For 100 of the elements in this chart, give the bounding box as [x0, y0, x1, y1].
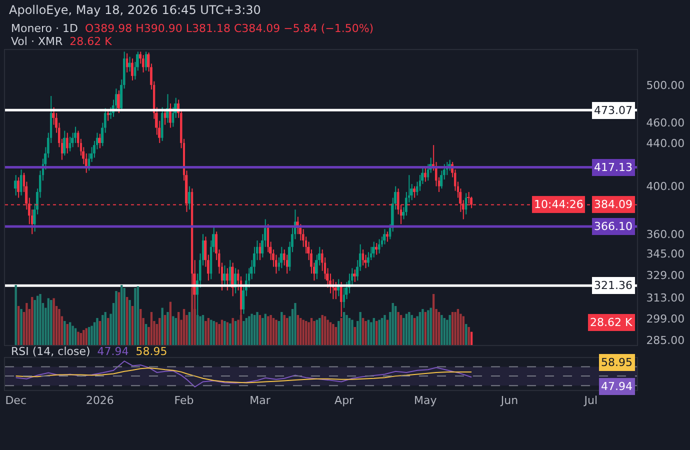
bar [172, 316, 174, 345]
x-tick-label: Apr [334, 394, 354, 408]
bar [191, 288, 194, 345]
bar [69, 322, 72, 345]
bar [115, 291, 118, 345]
bar [326, 320, 329, 345]
bar [316, 320, 318, 345]
bar [280, 312, 283, 345]
ref-line-label: 321.36 [594, 279, 632, 292]
y-tick-label: 440.00 [646, 136, 685, 150]
bar [118, 292, 120, 345]
bar [451, 312, 454, 345]
ref-line-label: 384.09 [594, 198, 632, 211]
bar [212, 321, 215, 345]
bar [448, 315, 451, 345]
bar [302, 320, 304, 345]
bar [204, 321, 207, 345]
bar [413, 318, 416, 345]
bar [332, 324, 334, 345]
bar [77, 332, 80, 345]
bar [262, 318, 264, 345]
bar [47, 298, 50, 345]
bar [34, 300, 36, 345]
bar [258, 315, 262, 345]
bar [400, 315, 402, 345]
bar [150, 312, 153, 345]
bar [372, 318, 375, 345]
y-tick-label: 285.00 [646, 334, 685, 348]
bar [418, 312, 422, 345]
bar [104, 312, 106, 345]
bar [134, 288, 136, 345]
bar [338, 321, 340, 345]
bar [405, 314, 408, 345]
annotation: 47.94 [601, 380, 632, 393]
chart-title: Vol · XMR [11, 35, 63, 48]
bar [169, 302, 172, 345]
bar [370, 322, 372, 345]
bar [359, 312, 362, 345]
annotation: 58.95 [601, 356, 632, 369]
bar [305, 321, 308, 345]
bar [402, 318, 405, 345]
bar [136, 286, 139, 345]
bar [98, 321, 102, 345]
bar [321, 315, 324, 345]
annotation: 28.62 K [590, 316, 633, 329]
bar [199, 316, 202, 345]
bar [313, 321, 316, 345]
text: 47.94 [97, 345, 129, 358]
bar [456, 309, 460, 345]
bar [90, 326, 93, 345]
bar [310, 318, 313, 345]
bar [275, 320, 278, 345]
bar [348, 318, 351, 345]
bar [362, 318, 364, 345]
y-tick-label: 299.00 [646, 312, 685, 326]
bar [64, 321, 66, 345]
bar [283, 315, 286, 345]
text: 58.95 [136, 345, 168, 358]
bar [408, 312, 410, 345]
bar [188, 312, 191, 345]
bar [245, 318, 248, 345]
bar [31, 297, 34, 345]
bar [272, 318, 275, 345]
y-tick-label: 400.00 [646, 180, 685, 194]
bar [432, 294, 435, 345]
x-tick-label: Feb [174, 394, 194, 408]
bar [58, 309, 60, 345]
bar [131, 306, 134, 345]
bar [196, 315, 199, 345]
bar [218, 324, 220, 345]
bar [74, 328, 77, 345]
bar [462, 316, 464, 345]
bar [215, 322, 218, 345]
text: O389.98 H390.90 L381.18 C384.09 −5.84 (−1.50%) [84, 22, 374, 35]
bar [207, 318, 210, 345]
bar [226, 322, 229, 345]
bar [50, 300, 52, 345]
bar [232, 318, 234, 345]
ref-line-label: 417.13 [594, 161, 632, 174]
bar [267, 316, 270, 345]
bar [376, 321, 378, 345]
text: 28.62 K [70, 35, 112, 48]
bar [166, 312, 169, 345]
bar [410, 315, 413, 345]
bar [80, 333, 82, 345]
bar [123, 288, 126, 345]
bar [454, 312, 456, 345]
bar [286, 318, 288, 345]
bar [424, 312, 427, 345]
bar [334, 327, 337, 345]
y-tick-label: 313.00 [646, 291, 685, 304]
bar [300, 318, 302, 345]
y-tick-label: 329.00 [646, 268, 685, 282]
chart-title: RSI (14, close) [11, 345, 90, 358]
bar [329, 322, 332, 345]
bar [397, 312, 400, 345]
bar [224, 321, 226, 345]
bar [394, 306, 397, 345]
x-tick-label: Mar [250, 394, 271, 408]
bar [443, 318, 446, 345]
